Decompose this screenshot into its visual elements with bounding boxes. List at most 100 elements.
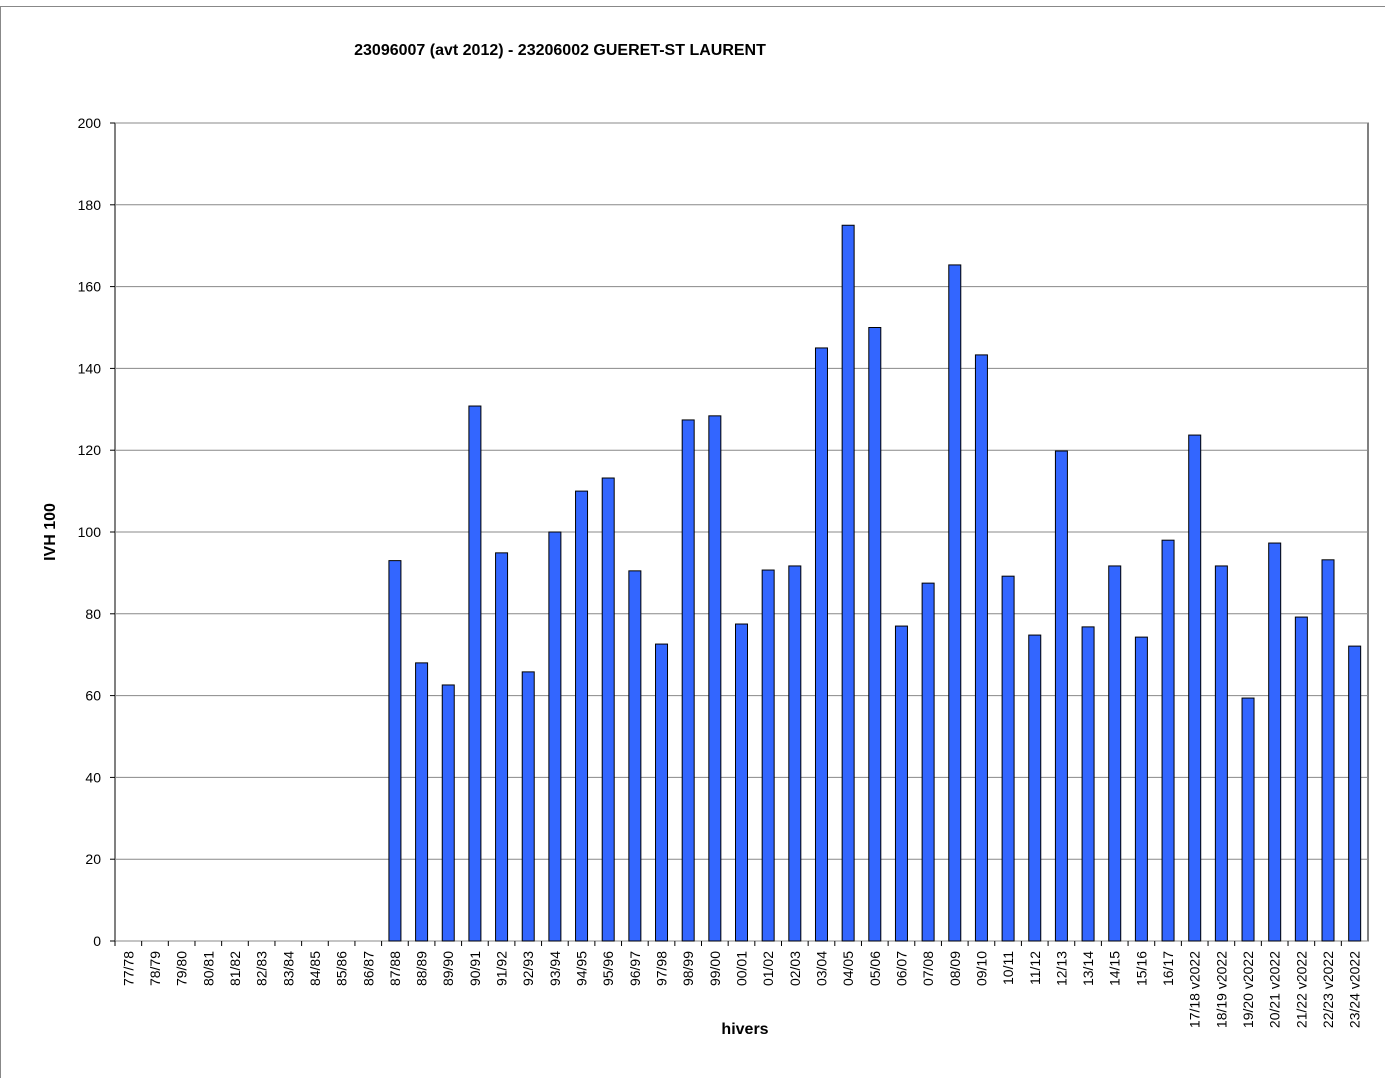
bar [735, 623, 748, 942]
bar [974, 354, 988, 942]
x-tick-label: 80/81 [200, 951, 216, 986]
x-tick-label: 06/07 [893, 951, 909, 986]
x-tick-label: 84/85 [307, 951, 323, 986]
x-tick-label: 83/84 [280, 951, 296, 986]
x-tick-label: 11/12 [1027, 951, 1043, 985]
x-tick-label: 78/79 [147, 951, 163, 986]
bar [814, 347, 828, 942]
x-tick-label: 19/20 v2022 [1240, 951, 1256, 1028]
x-tick-label: 82/83 [254, 951, 270, 986]
bar [628, 570, 642, 942]
bar [1268, 542, 1282, 942]
x-tick-label: 86/87 [360, 951, 376, 986]
bar [468, 405, 482, 942]
x-tick-label: 13/14 [1080, 951, 1096, 986]
x-tick-label: 07/08 [920, 951, 936, 986]
bar [1188, 434, 1202, 942]
y-tick-label: 80 [85, 606, 101, 622]
bar [761, 569, 775, 942]
bar [921, 582, 935, 942]
bar [1054, 450, 1068, 942]
x-tick-label: 92/93 [520, 951, 536, 986]
x-tick-label: 87/88 [387, 951, 403, 986]
bar [708, 415, 722, 942]
bar [1001, 575, 1015, 942]
x-tick-label: 91/92 [494, 951, 510, 986]
x-tick-label: 08/09 [947, 951, 963, 986]
bar [868, 327, 882, 942]
x-tick-label: 01/02 [760, 951, 776, 986]
x-tick-label: 79/80 [174, 951, 190, 986]
bar [548, 531, 562, 942]
bar [441, 684, 455, 942]
y-tick-label: 20 [85, 851, 101, 867]
x-tick-label: 98/99 [680, 951, 696, 986]
bar [841, 224, 855, 942]
bar [575, 490, 589, 942]
bar [521, 671, 535, 942]
bar [1321, 559, 1335, 942]
x-tick-label: 18/19 v2022 [1213, 951, 1229, 1028]
x-tick-label: 12/13 [1053, 951, 1069, 986]
bar [788, 565, 802, 942]
x-tick-label: 00/01 [734, 951, 750, 986]
bar [601, 477, 615, 942]
bar [1161, 539, 1175, 942]
x-tick-label: 03/04 [813, 951, 829, 986]
bar [1108, 565, 1122, 942]
x-tick-label: 94/95 [574, 951, 590, 986]
bar [415, 662, 429, 942]
bar [1134, 636, 1148, 942]
x-axis-title: hivers [721, 1021, 768, 1038]
x-tick-label: 99/00 [707, 951, 723, 986]
x-tick-label: 96/97 [627, 951, 643, 986]
bar [681, 419, 695, 942]
y-tick-label: 120 [78, 442, 102, 458]
bar [894, 625, 908, 942]
x-tick-label: 16/17 [1160, 951, 1176, 986]
x-tick-label: 90/91 [467, 951, 483, 986]
x-tick-label: 88/89 [414, 951, 430, 986]
x-tick-label: 09/10 [973, 951, 989, 986]
x-tick-label: 81/82 [227, 951, 243, 986]
y-tick-label: 140 [78, 360, 102, 376]
x-tick-label: 20/21 v2022 [1267, 951, 1283, 1028]
bar [1028, 634, 1042, 942]
x-tick-label: 23/24 v2022 [1347, 951, 1363, 1028]
y-tick-label: 100 [78, 524, 102, 540]
y-tick-label: 180 [78, 197, 102, 213]
bar [948, 264, 962, 942]
bar [1294, 616, 1308, 942]
x-tick-label: 04/05 [840, 951, 856, 986]
frame [0, 6, 1385, 1078]
bar [655, 643, 669, 942]
x-tick-label: 05/06 [867, 951, 883, 986]
y-axis-title: IVH 100 [42, 503, 59, 561]
x-tick-label: 14/15 [1107, 951, 1123, 986]
x-tick-label: 89/90 [440, 951, 456, 986]
x-tick-label: 17/18 v2022 [1187, 951, 1203, 1028]
chart-title: 23096007 (avt 2012) - 23206002 GUERET-ST… [354, 42, 766, 59]
bar [1241, 697, 1255, 942]
y-tick-label: 0 [93, 933, 101, 949]
bar [495, 552, 509, 942]
y-tick-label: 60 [85, 688, 101, 704]
y-tick-label: 40 [85, 769, 101, 785]
x-tick-label: 93/94 [547, 951, 563, 986]
x-tick-label: 95/96 [600, 951, 616, 986]
y-tick-label: 160 [78, 279, 102, 295]
x-tick-label: 15/16 [1133, 951, 1149, 986]
x-tick-label: 10/11 [1000, 951, 1016, 985]
bar [388, 560, 402, 942]
bar [1214, 565, 1228, 942]
x-tick-label: 85/86 [334, 951, 350, 986]
bar [1081, 626, 1095, 942]
bar [1348, 645, 1362, 942]
x-tick-label: 77/78 [120, 951, 136, 986]
x-tick-label: 02/03 [787, 951, 803, 986]
x-tick-label: 22/23 v2022 [1320, 951, 1336, 1028]
y-tick-label: 200 [78, 115, 102, 131]
x-tick-label: 97/98 [654, 951, 670, 986]
